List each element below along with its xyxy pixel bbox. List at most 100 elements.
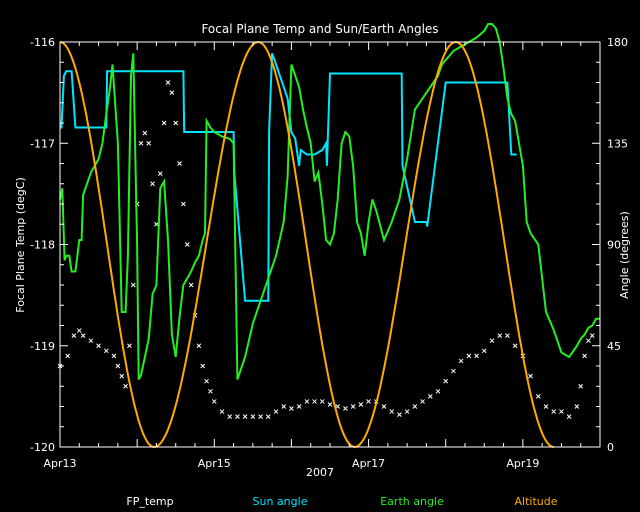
data-point	[119, 373, 125, 379]
y-right-tick-label: 45	[607, 340, 621, 353]
data-point	[574, 404, 580, 409]
data-point	[412, 404, 418, 409]
data-point	[586, 338, 591, 344]
data-point	[458, 358, 464, 364]
data-point	[566, 414, 572, 419]
data-point	[397, 412, 402, 417]
y-right-tick-label: 135	[607, 137, 628, 150]
data-point	[161, 120, 167, 126]
series-altitude	[59, 40, 554, 449]
data-point	[489, 338, 495, 344]
data-point	[466, 353, 472, 359]
data-point	[543, 404, 549, 409]
data-point	[227, 414, 233, 419]
data-point	[150, 181, 155, 187]
data-point	[289, 406, 294, 411]
data-point	[219, 409, 225, 414]
data-point	[165, 80, 171, 85]
data-point	[512, 343, 518, 349]
data-point	[551, 409, 557, 414]
y-axis-label-left: Focal Plane Temp (degC)	[14, 177, 27, 312]
data-point	[115, 363, 121, 369]
data-point	[130, 282, 136, 288]
data-point	[235, 414, 240, 419]
y-right-tick-label: 90	[607, 239, 621, 252]
data-point	[312, 399, 317, 404]
data-point	[138, 140, 144, 146]
legend: FP_temp Sun angle Earth angle Altitude	[126, 495, 557, 508]
data-point	[127, 343, 132, 349]
data-point	[146, 140, 152, 146]
data-point	[242, 414, 248, 419]
data-point	[358, 402, 364, 407]
data-point	[420, 399, 425, 404]
data-point	[265, 414, 271, 419]
data-point	[173, 120, 179, 126]
y-left-tick-label: -118	[30, 239, 55, 252]
data-point	[80, 333, 86, 338]
data-point	[250, 414, 256, 419]
data-point	[273, 409, 279, 414]
y-left-tick-label: -117	[30, 137, 55, 150]
data-point	[142, 130, 148, 136]
data-point	[154, 221, 159, 227]
data-point	[427, 394, 433, 399]
series-fp-temp	[57, 80, 595, 419]
legend-item-sun-angle: Sun angle	[253, 495, 308, 508]
y-axis-label-right: Angle (degrees)	[618, 211, 631, 299]
data-point	[184, 242, 190, 247]
series-sun-angle	[60, 52, 517, 302]
series-earth-angle	[59, 23, 600, 380]
data-point	[204, 378, 209, 384]
plot-series	[57, 23, 600, 449]
data-point	[343, 406, 348, 411]
y-right-tick-label: 0	[607, 441, 614, 454]
data-point	[582, 353, 587, 359]
data-point	[505, 333, 510, 338]
tick-marks	[59, 41, 601, 448]
data-point	[96, 343, 101, 349]
data-point	[451, 368, 456, 374]
data-point	[559, 409, 564, 414]
x-tick-label: Apr19	[506, 457, 539, 470]
data-point	[211, 399, 217, 404]
data-point	[76, 328, 82, 333]
y-left-tick-labels: -116 -117 -118 -119 -120	[30, 36, 55, 454]
data-point	[123, 383, 128, 389]
data-point	[111, 353, 117, 359]
data-point	[304, 399, 310, 404]
data-point	[65, 353, 71, 359]
data-point	[181, 201, 186, 207]
x-tick-labels: Apr13 Apr15 Apr17 Apr19	[43, 457, 539, 470]
data-point	[589, 333, 595, 338]
data-point	[335, 404, 341, 409]
data-point	[578, 383, 584, 389]
data-point	[296, 404, 302, 409]
y-left-tick-label: -119	[30, 340, 55, 353]
data-point	[177, 161, 182, 166]
data-point	[481, 348, 487, 354]
data-point	[327, 402, 333, 407]
data-point	[435, 388, 441, 394]
data-point	[404, 409, 410, 414]
data-point	[200, 363, 206, 369]
data-point	[535, 394, 541, 399]
data-point	[281, 404, 287, 409]
data-point	[88, 338, 94, 344]
data-point	[528, 373, 533, 379]
x-tick-label: Apr15	[198, 457, 231, 470]
y-left-tick-label: -116	[30, 36, 55, 49]
data-point	[208, 388, 213, 394]
legend-item-fp-temp: FP_temp	[126, 495, 173, 508]
data-point	[381, 404, 387, 409]
data-point	[157, 171, 163, 176]
legend-item-altitude: Altitude	[515, 495, 558, 508]
x-axis-label: 2007	[306, 466, 334, 479]
data-point	[366, 399, 371, 404]
chart-title: Focal Plane Temp and Sun/Earth Angles	[201, 22, 438, 36]
x-tick-label: Apr13	[43, 457, 76, 470]
y-left-tick-label: -120	[30, 441, 55, 454]
data-point	[350, 404, 356, 409]
data-point	[443, 378, 449, 384]
